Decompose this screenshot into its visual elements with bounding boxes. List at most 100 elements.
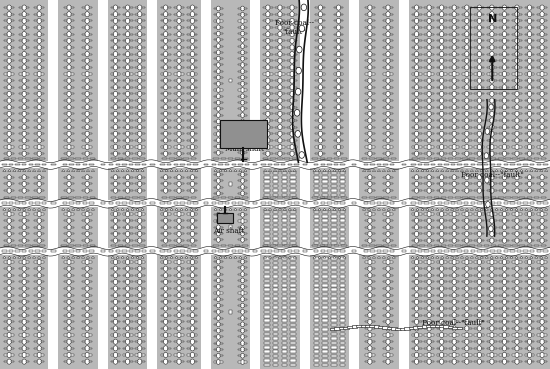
Ellipse shape: [22, 151, 26, 156]
Bar: [19, 54, 22, 55]
Ellipse shape: [490, 72, 494, 77]
Bar: [341, 40, 343, 41]
Bar: [275, 34, 278, 35]
Bar: [330, 328, 336, 330]
Ellipse shape: [138, 273, 142, 278]
Bar: [123, 240, 125, 241]
Ellipse shape: [515, 266, 519, 271]
Bar: [424, 107, 427, 108]
Bar: [544, 348, 547, 349]
Bar: [212, 250, 216, 252]
Bar: [195, 294, 197, 296]
Bar: [372, 100, 375, 101]
Bar: [544, 113, 547, 114]
Bar: [482, 14, 484, 15]
Bar: [188, 20, 190, 21]
Ellipse shape: [113, 72, 118, 77]
Bar: [499, 275, 502, 276]
Bar: [263, 87, 266, 88]
Bar: [474, 34, 477, 35]
Bar: [544, 240, 547, 241]
Ellipse shape: [266, 5, 270, 10]
Ellipse shape: [278, 51, 282, 56]
Bar: [499, 153, 502, 154]
Ellipse shape: [138, 124, 142, 130]
Ellipse shape: [465, 105, 469, 110]
Bar: [174, 288, 177, 289]
Bar: [537, 334, 540, 336]
Bar: [419, 314, 421, 316]
Bar: [499, 87, 502, 88]
Bar: [82, 177, 85, 178]
Bar: [82, 334, 85, 336]
Bar: [273, 328, 278, 331]
Ellipse shape: [540, 346, 544, 351]
Bar: [525, 27, 527, 28]
Bar: [458, 250, 461, 252]
Bar: [420, 245, 425, 246]
Bar: [419, 308, 421, 309]
Bar: [544, 190, 547, 191]
Bar: [130, 281, 133, 283]
Bar: [314, 351, 319, 353]
Bar: [26, 93, 29, 94]
Bar: [331, 185, 337, 187]
Ellipse shape: [190, 181, 195, 186]
Bar: [541, 158, 547, 159]
Bar: [532, 354, 535, 356]
Ellipse shape: [414, 131, 419, 137]
Ellipse shape: [113, 211, 118, 217]
Bar: [519, 354, 522, 356]
Bar: [282, 237, 287, 240]
Bar: [333, 34, 337, 35]
Ellipse shape: [67, 293, 72, 298]
Ellipse shape: [7, 72, 12, 77]
Ellipse shape: [490, 286, 494, 291]
Bar: [64, 190, 67, 191]
Bar: [431, 250, 436, 252]
Bar: [314, 333, 319, 335]
Ellipse shape: [113, 313, 118, 318]
Bar: [68, 197, 74, 198]
Polygon shape: [62, 170, 65, 171]
Bar: [135, 314, 138, 316]
Ellipse shape: [163, 72, 168, 77]
Ellipse shape: [266, 45, 270, 50]
Polygon shape: [23, 256, 26, 258]
Ellipse shape: [190, 138, 195, 143]
Bar: [469, 233, 472, 235]
Polygon shape: [81, 208, 85, 210]
Bar: [290, 185, 296, 187]
Ellipse shape: [22, 144, 26, 150]
Ellipse shape: [439, 105, 444, 110]
Ellipse shape: [22, 188, 26, 193]
Bar: [482, 314, 484, 316]
Bar: [287, 60, 290, 61]
Ellipse shape: [163, 85, 168, 90]
Bar: [334, 158, 339, 159]
Ellipse shape: [465, 259, 469, 265]
Bar: [118, 133, 120, 134]
Bar: [270, 153, 273, 154]
Bar: [182, 40, 184, 41]
Bar: [72, 73, 74, 75]
Polygon shape: [313, 170, 316, 171]
Ellipse shape: [216, 144, 221, 149]
Bar: [343, 327, 349, 329]
Bar: [512, 233, 515, 235]
Bar: [19, 40, 22, 41]
Ellipse shape: [190, 131, 195, 137]
Bar: [537, 140, 540, 141]
Ellipse shape: [22, 11, 26, 17]
Bar: [220, 114, 223, 116]
Bar: [118, 213, 120, 214]
Ellipse shape: [177, 51, 182, 56]
Bar: [182, 177, 184, 178]
Bar: [377, 163, 381, 165]
Ellipse shape: [7, 111, 12, 117]
Bar: [314, 364, 319, 366]
Bar: [130, 60, 133, 61]
Bar: [532, 14, 535, 15]
Bar: [462, 113, 465, 114]
Ellipse shape: [190, 151, 195, 156]
